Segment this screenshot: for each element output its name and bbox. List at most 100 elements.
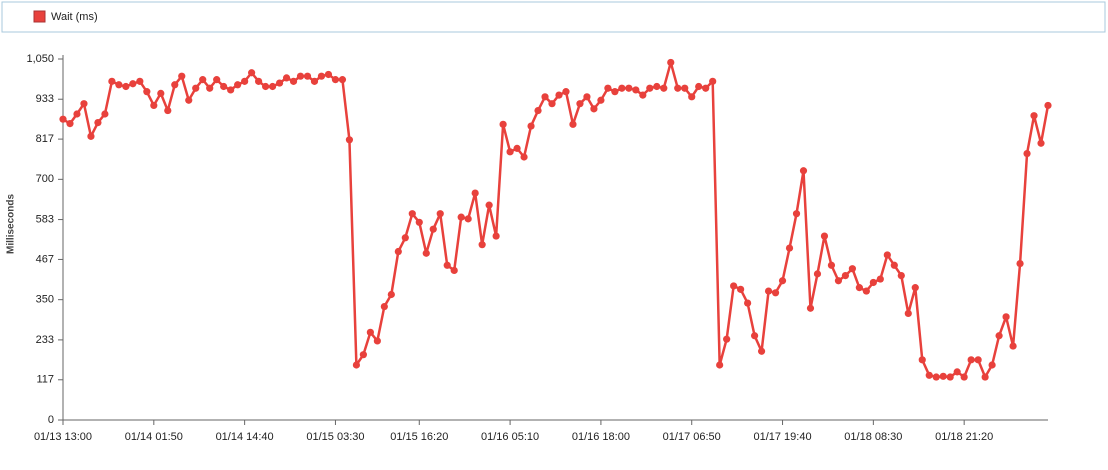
data-point xyxy=(471,189,479,197)
data-point xyxy=(206,84,214,92)
data-point xyxy=(289,77,298,85)
data-point xyxy=(890,261,898,269)
y-axis-label: Milliseconds xyxy=(6,194,17,254)
data-point xyxy=(967,356,975,364)
y-tick-label: 1,050 xyxy=(26,53,54,65)
data-point xyxy=(953,368,961,376)
data-point xyxy=(897,272,905,280)
data-point xyxy=(143,88,151,96)
data-point xyxy=(1037,139,1045,147)
data-point xyxy=(352,361,361,369)
data-point xyxy=(59,115,67,123)
x-tick-label: 01/15 03:30 xyxy=(306,431,364,443)
data-point xyxy=(988,361,996,369)
data-point xyxy=(261,82,270,91)
data-point xyxy=(122,82,130,91)
data-point xyxy=(911,284,919,292)
data-point xyxy=(310,77,319,85)
x-tick-label: 01/14 14:40 xyxy=(216,431,274,443)
y-tick-label: 117 xyxy=(36,374,54,386)
data-point xyxy=(373,337,381,345)
data-point xyxy=(611,88,619,96)
data-point xyxy=(275,79,284,87)
data-point xyxy=(422,249,430,257)
series-line xyxy=(62,61,1050,379)
data-point xyxy=(485,201,493,209)
data-point xyxy=(764,287,773,295)
data-point xyxy=(1016,259,1024,268)
data-point xyxy=(555,91,563,99)
data-point xyxy=(737,285,745,293)
y-tick-label: 583 xyxy=(36,213,54,225)
data-point xyxy=(464,215,472,223)
data-point xyxy=(799,167,808,175)
data-point xyxy=(234,81,242,89)
data-point xyxy=(660,84,668,92)
data-point xyxy=(932,373,940,381)
data-point xyxy=(904,309,912,318)
data-point xyxy=(702,84,710,92)
data-point xyxy=(136,77,144,85)
data-point xyxy=(925,371,933,379)
data-point xyxy=(709,77,717,85)
x-tick-label: 01/13 13:00 xyxy=(34,431,92,443)
data-point xyxy=(178,72,186,80)
data-point xyxy=(604,84,612,92)
data-point xyxy=(457,213,465,221)
data-point xyxy=(1030,112,1038,120)
x-tick-label: 01/16 18:00 xyxy=(572,431,630,443)
data-point xyxy=(583,93,591,101)
data-point xyxy=(387,290,395,299)
legend-box xyxy=(1,1,1106,33)
data-point xyxy=(974,356,982,364)
data-point xyxy=(157,89,165,97)
data-point xyxy=(296,72,305,80)
data-point xyxy=(632,86,640,94)
data-point xyxy=(541,93,549,101)
data-point xyxy=(450,266,458,275)
data-point xyxy=(806,304,815,312)
data-point xyxy=(73,110,81,118)
data-point xyxy=(674,84,682,92)
data-point xyxy=(108,77,116,85)
data-point xyxy=(268,82,277,91)
y-tick-label: 350 xyxy=(36,294,54,306)
data-point xyxy=(331,76,340,84)
data-point xyxy=(129,80,137,88)
data-point xyxy=(443,261,451,269)
data-point xyxy=(80,100,88,108)
data-point xyxy=(757,347,766,355)
data-point xyxy=(939,372,947,380)
data-point xyxy=(499,120,507,128)
data-point xyxy=(960,373,968,381)
x-tick-label: 01/18 08:30 xyxy=(844,431,902,443)
data-point xyxy=(255,77,263,85)
data-point xyxy=(569,120,577,128)
data-point xyxy=(778,277,787,285)
data-point xyxy=(429,225,437,233)
data-point xyxy=(646,84,654,92)
x-tick-label: 01/16 05:10 xyxy=(481,431,539,443)
data-point xyxy=(220,82,228,91)
y-tick-label: 700 xyxy=(36,173,54,185)
data-point xyxy=(213,76,221,84)
data-point xyxy=(597,96,605,104)
data-point xyxy=(366,328,374,336)
data-point xyxy=(981,373,989,381)
legend-label: Wait (ms) xyxy=(51,11,98,23)
data-point xyxy=(813,270,822,278)
y-tick-label: 933 xyxy=(36,93,54,105)
data-point xyxy=(1009,342,1017,350)
data-point xyxy=(359,351,367,359)
data-point xyxy=(436,210,444,218)
data-point xyxy=(744,299,752,307)
data-point xyxy=(317,72,326,80)
data-point xyxy=(883,251,891,259)
data-point xyxy=(1044,101,1052,110)
data-point xyxy=(394,247,402,256)
data-point xyxy=(101,110,109,118)
data-point xyxy=(695,82,703,91)
data-point xyxy=(478,241,486,249)
data-point xyxy=(995,332,1003,340)
